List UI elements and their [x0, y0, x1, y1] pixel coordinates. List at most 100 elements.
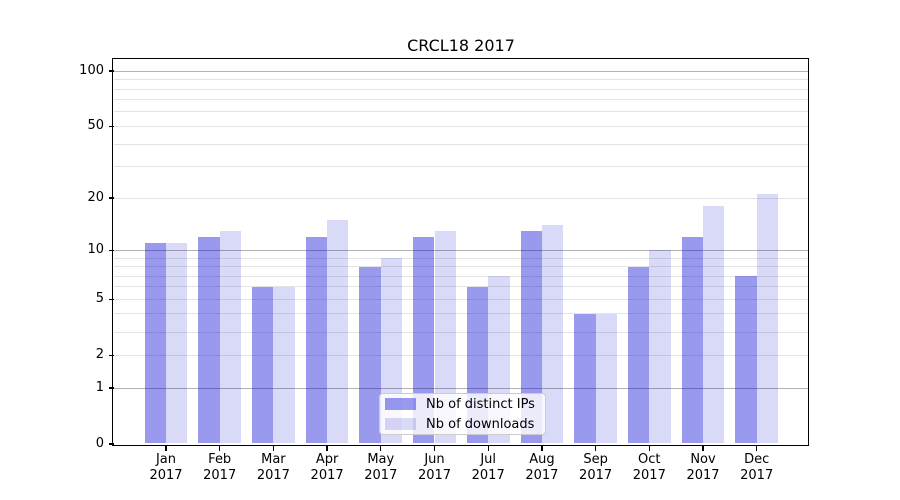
- y-grid-minor: [113, 257, 808, 259]
- x-axis-tick: [594, 446, 597, 451]
- y-grid-minor: [113, 143, 808, 145]
- x-tick-label-month: Apr: [315, 452, 339, 467]
- y-tick-label: 1: [95, 380, 104, 395]
- bar-jan-downloads: [166, 243, 188, 444]
- x-axis-tick: [219, 446, 221, 451]
- x-axis-tick: [165, 446, 167, 451]
- legend: Nb of distinct IPs Nb of downloads: [379, 393, 546, 435]
- y-tick-label: 2: [95, 347, 104, 363]
- y-axis-tick: [109, 197, 114, 199]
- x-tick-label-year: 2017: [310, 468, 344, 483]
- legend-label-distinct-ips: Nb of distinct IPs: [426, 396, 535, 412]
- y-tick-label: 20: [87, 190, 104, 206]
- bar-mar-downloads: [273, 286, 295, 444]
- y-axis-tick: [109, 354, 114, 356]
- x-tick-label-year: 2017: [417, 468, 452, 483]
- y-grid-minor: [113, 166, 808, 168]
- y-grid-minor: [113, 266, 808, 267]
- y-grid-major: [113, 354, 808, 356]
- x-tick-label-month: Aug: [529, 452, 555, 467]
- x-tick-label-year: 2017: [525, 468, 559, 483]
- x-tick-label-month: Sep: [583, 452, 608, 467]
- y-axis-tick: [109, 249, 114, 251]
- y-grid-minor: [113, 331, 808, 333]
- x-tick-label: Jun 2017: [407, 452, 463, 484]
- x-tick-label-year: 2017: [203, 468, 237, 483]
- x-tick-label-month: Jun: [424, 452, 445, 467]
- y-axis-tick: [109, 70, 114, 72]
- y-tick-label: 0: [95, 436, 104, 451]
- y-grid-minor: [113, 79, 808, 81]
- y-grid-major: [113, 125, 808, 127]
- bar-nov-distinct-ips: [681, 236, 703, 444]
- x-tick-label: Sep 2017: [568, 452, 624, 484]
- x-tick-label-month: Feb: [208, 452, 232, 467]
- y-grid-minor: [113, 88, 808, 90]
- x-tick-label-month: Dec: [744, 452, 770, 467]
- legend-swatch-distinct-ips: [385, 398, 416, 410]
- bar-dec-distinct-ips: [735, 276, 757, 444]
- bar-jun-distinct-ips: [413, 236, 435, 444]
- bar-may-distinct-ips: [359, 266, 381, 444]
- x-tick-label-month: May: [367, 452, 395, 467]
- x-tick-label-year: 2017: [149, 468, 183, 483]
- y-grid-minor: [113, 111, 808, 113]
- x-axis-tick: [487, 446, 489, 451]
- bar-dec-downloads: [756, 194, 779, 444]
- y-grid-minor: [113, 286, 808, 288]
- x-tick-label: Aug 2017: [514, 452, 570, 484]
- x-tick-label-month: Nov: [690, 452, 716, 467]
- x-tick-label-month: Oct: [638, 452, 661, 467]
- x-tick-label-year: 2017: [364, 468, 398, 483]
- x-tick-label: Dec 2017: [729, 452, 785, 484]
- y-axis-tick: [109, 387, 114, 389]
- x-axis-tick: [380, 446, 382, 451]
- y-tick-label: 5: [95, 291, 104, 307]
- x-axis-tick: [702, 446, 704, 451]
- x-tick-label: Jan 2017: [138, 452, 194, 484]
- bar-apr-downloads: [327, 220, 349, 444]
- x-tick-label: Mar 2017: [245, 452, 301, 484]
- y-grid-minor: [113, 313, 808, 315]
- legend-item-distinct-ips: Nb of distinct IPs: [385, 394, 545, 414]
- y-tick-label: 10: [87, 242, 104, 258]
- x-axis-tick: [433, 446, 436, 451]
- x-tick-label: May 2017: [353, 452, 409, 484]
- x-axis-tick: [756, 446, 758, 451]
- x-tick-label: Jul 2017: [460, 452, 516, 484]
- bar-apr-distinct-ips: [305, 236, 328, 444]
- bar-oct-distinct-ips: [627, 266, 650, 444]
- bar-oct-downloads: [649, 250, 671, 444]
- x-axis-tick: [272, 446, 275, 451]
- x-tick-label: Nov 2017: [675, 452, 731, 484]
- bar-sep-distinct-ips: [574, 313, 596, 444]
- y-grid-major: [113, 298, 808, 300]
- legend-swatch-downloads: [385, 418, 416, 430]
- y-grid-major: [113, 249, 808, 251]
- y-axis-tick: [109, 125, 114, 128]
- bar-jun-downloads: [434, 230, 456, 444]
- x-tick-label: Feb 2017: [192, 452, 248, 484]
- x-axis-tick: [648, 446, 650, 451]
- x-tick-label: Apr 2017: [299, 452, 355, 484]
- x-tick-label-year: 2017: [632, 468, 666, 483]
- x-tick-label: Oct 2017: [621, 452, 677, 484]
- y-tick-label: 100: [79, 63, 104, 79]
- y-axis-tick: [109, 298, 114, 300]
- y-grid-minor: [113, 99, 808, 101]
- x-axis-tick: [326, 446, 328, 451]
- bar-sep-downloads: [595, 313, 617, 444]
- legend-label-downloads: Nb of downloads: [426, 416, 535, 432]
- x-tick-label-year: 2017: [579, 468, 613, 483]
- bar-feb-downloads: [219, 230, 242, 444]
- chart-title: CRCL18 2017: [407, 36, 515, 55]
- bar-mar-distinct-ips: [252, 286, 274, 444]
- x-tick-label-year: 2017: [740, 468, 774, 483]
- x-tick-label-month: Jul: [480, 452, 497, 467]
- y-tick-label: 50: [87, 118, 104, 134]
- x-axis-tick: [541, 446, 543, 451]
- bar-feb-distinct-ips: [198, 236, 220, 444]
- x-tick-label-year: 2017: [686, 468, 720, 483]
- legend-item-downloads: Nb of downloads: [385, 414, 545, 434]
